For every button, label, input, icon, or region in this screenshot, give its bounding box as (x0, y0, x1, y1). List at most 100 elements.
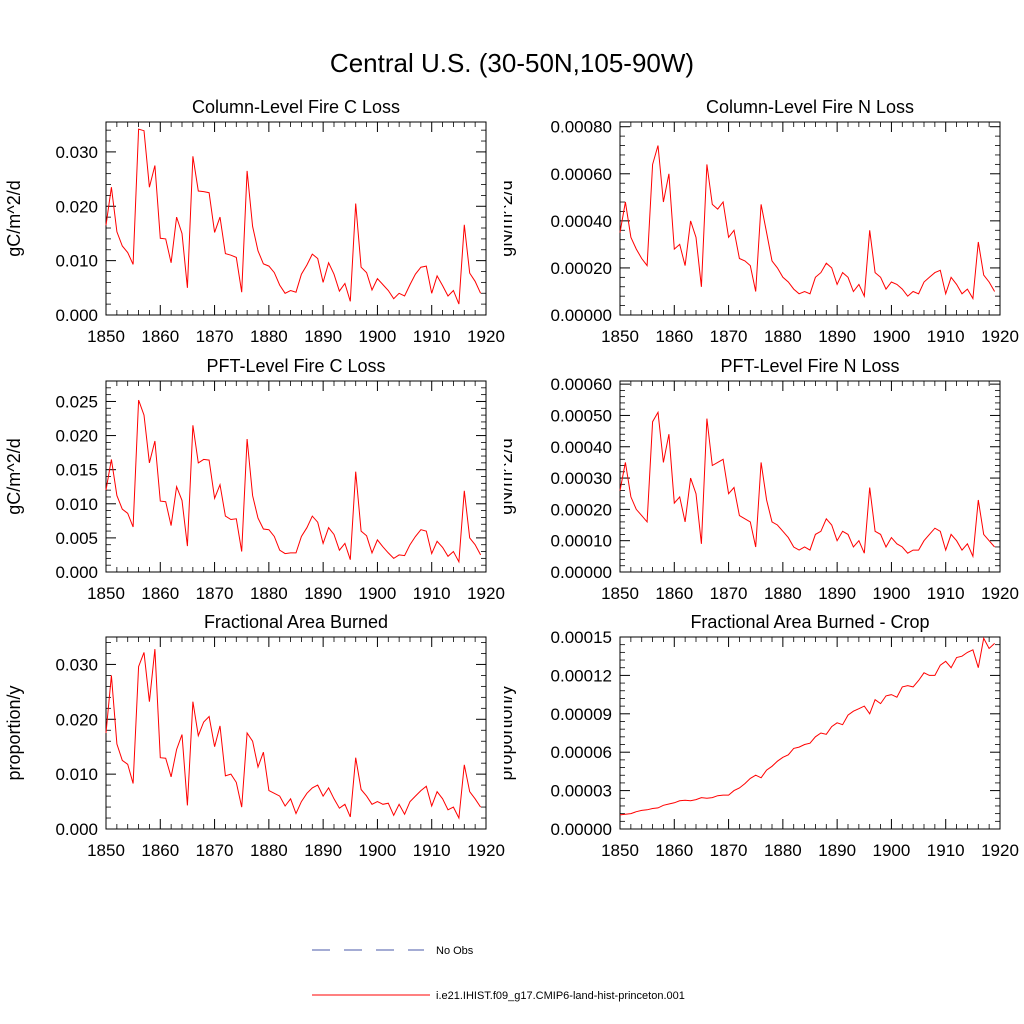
chart-4-xtick-label: 1920 (467, 841, 505, 860)
chart-0-xtick-label: 1900 (359, 327, 397, 346)
chart-5-ylabel: proportion/y (504, 685, 516, 780)
chart-2-xtick-label: 1870 (196, 584, 234, 603)
chart-5-plot-frame (619, 636, 1001, 830)
chart-5-ytick-label: 0.00015 (551, 628, 612, 647)
chart-1-xtick-label: 1900 (873, 327, 911, 346)
chart-2-title: PFT-Level Fire C Loss (206, 356, 385, 376)
figure-title: Central U.S. (30-50N,105-90W) (329, 48, 695, 78)
chart-5-xtick-label: 1900 (873, 841, 911, 860)
chart-1-xtick-label: 1910 (927, 327, 965, 346)
chart-4-ytick-label: 0.000 (55, 820, 98, 839)
chart-5-xtick-label: 1890 (818, 841, 856, 860)
chart-1-title: Column-Level Fire N Loss (706, 97, 914, 117)
legend-label-no-obs: No Obs (436, 945, 474, 957)
chart-2-ytick-label: 0.000 (55, 563, 98, 582)
chart-2-xtick-label: 1850 (87, 584, 125, 603)
chart-panel-column-fire-n-loss: Column-Level Fire N Loss gN/m^2/d 1850 1860… (504, 97, 1019, 346)
chart-4-ytick-label: 0.020 (55, 710, 98, 729)
chart-4-xtick-label: 1900 (359, 841, 397, 860)
chart-2-series-line-0 (105, 399, 482, 564)
chart-0-ylabel: gC/m^2/d (4, 180, 24, 256)
chart-4-ylabel: proportion/y (4, 685, 24, 780)
chart-1-ytick-label: 0.00040 (551, 212, 612, 231)
chart-0-xtick-label: 1870 (196, 327, 234, 346)
chart-4-xtick-label: 1870 (196, 841, 234, 860)
chart-1-xtick-label: 1890 (818, 327, 856, 346)
chart-1-xtick-label: 1880 (764, 327, 802, 346)
chart-2-ytick-label: 0.005 (55, 529, 98, 548)
chart-4-xtick-label: 1890 (304, 841, 342, 860)
chart-1-plot-frame (619, 121, 1001, 316)
chart-2-ytick-label: 0.015 (55, 461, 98, 480)
chart-5-ytick-label: 0.00006 (551, 743, 612, 762)
chart-3-xtick-label: 1900 (873, 584, 911, 603)
chart-panel-pft-fire-n-loss: PFT-Level Fire N Loss gN/m^2/d 1850 1860 187… (504, 356, 1019, 603)
chart-5-xtick-label: 1910 (927, 841, 965, 860)
chart-4-xtick-label: 1850 (87, 841, 125, 860)
legend: No Obs i.e21.IHIST.f09_g17.CMIP6-land-hi… (312, 945, 685, 1002)
chart-2-xtick-label: 1900 (359, 584, 397, 603)
chart-1-series-line-0 (619, 145, 996, 301)
chart-1-ytick-label: 0.00000 (551, 306, 612, 325)
chart-3-xtick-label: 1880 (764, 584, 802, 603)
chart-1-xtick-label: 1860 (655, 327, 693, 346)
chart-3-plot-frame (619, 380, 1001, 573)
chart-4-ytick-label: 0.030 (55, 655, 98, 674)
chart-0-xtick-label: 1920 (467, 327, 505, 346)
chart-5-ytick-label: 0.00009 (551, 705, 612, 724)
chart-5-ytick-label: 0.00012 (551, 666, 612, 685)
legend-label-model: i.e21.IHIST.f09_g17.CMIP6-land-hist-prin… (436, 990, 685, 1002)
chart-3-ylabel: gN/m^2/d (504, 438, 516, 514)
chart-2-ytick-label: 0.020 (55, 427, 98, 446)
chart-3-ytick-label: 0.00050 (551, 406, 612, 425)
chart-panel-column-fire-c-loss: Column-Level Fire C Loss gC/m^2/d 1850 1860… (4, 97, 505, 346)
chart-4-xtick-label: 1860 (141, 841, 179, 860)
chart-3-ytick-label: 0.00030 (551, 469, 612, 488)
chart-1-ytick-label: 0.00020 (551, 259, 612, 278)
chart-panel-fractional-area-burned-crop: Fractional Area Burned - Crop proportion/… (504, 612, 1019, 860)
chart-2-xtick-label: 1920 (467, 584, 505, 603)
chart-5-xtick-label: 1920 (981, 841, 1019, 860)
chart-2-ytick-label: 0.010 (55, 495, 98, 514)
chart-3-xtick-label: 1890 (818, 584, 856, 603)
chart-3-ytick-label: 0.00060 (551, 375, 612, 394)
chart-3-ytick-label: 0.00000 (551, 563, 612, 582)
chart-2-ylabel: gC/m^2/d (4, 438, 24, 514)
chart-0-xtick-label: 1860 (141, 327, 179, 346)
chart-4-xtick-label: 1880 (250, 841, 288, 860)
chart-2-xtick-label: 1860 (141, 584, 179, 603)
chart-3-ytick-label: 0.00010 (551, 532, 612, 551)
chart-5-ytick-label: 0.00003 (551, 782, 612, 801)
chart-5-xtick-label: 1880 (764, 841, 802, 860)
chart-3-xtick-label: 1850 (601, 584, 639, 603)
chart-0-title: Column-Level Fire C Loss (192, 97, 400, 117)
chart-0-ytick-label: 0.020 (55, 197, 98, 216)
chart-0-plot-frame (105, 121, 487, 316)
chart-5-xtick-label: 1860 (655, 841, 693, 860)
chart-4-series-line-0 (105, 649, 482, 820)
chart-3-xtick-label: 1910 (927, 584, 965, 603)
chart-0-ytick-label: 0.030 (55, 143, 98, 162)
chart-0-series-line-0 (105, 128, 482, 305)
chart-4-plot-frame (105, 636, 487, 830)
chart-0-xtick-label: 1890 (304, 327, 342, 346)
chart-2-xtick-label: 1910 (413, 584, 451, 603)
chart-3-ytick-label: 0.00020 (551, 500, 612, 519)
chart-0-xtick-label: 1910 (413, 327, 451, 346)
chart-5-title: Fractional Area Burned - Crop (690, 612, 929, 632)
chart-1-xtick-label: 1870 (710, 327, 748, 346)
chart-0-xtick-label: 1880 (250, 327, 288, 346)
chart-1-xtick-label: 1920 (981, 327, 1019, 346)
chart-3-xtick-label: 1920 (981, 584, 1019, 603)
chart-5-ytick-label: 0.00000 (551, 820, 612, 839)
chart-2-xtick-label: 1890 (304, 584, 342, 603)
chart-3-series-line-0 (619, 410, 995, 559)
chart-5-xtick-label: 1870 (710, 841, 748, 860)
chart-2-xtick-label: 1880 (250, 584, 288, 603)
chart-4-xtick-label: 1910 (413, 841, 451, 860)
chart-3-ytick-label: 0.00040 (551, 438, 612, 457)
chart-0-ytick-label: 0.000 (55, 306, 98, 325)
chart-1-ytick-label: 0.00060 (551, 165, 612, 184)
chart-1-ylabel: gN/m^2/d (504, 180, 516, 256)
